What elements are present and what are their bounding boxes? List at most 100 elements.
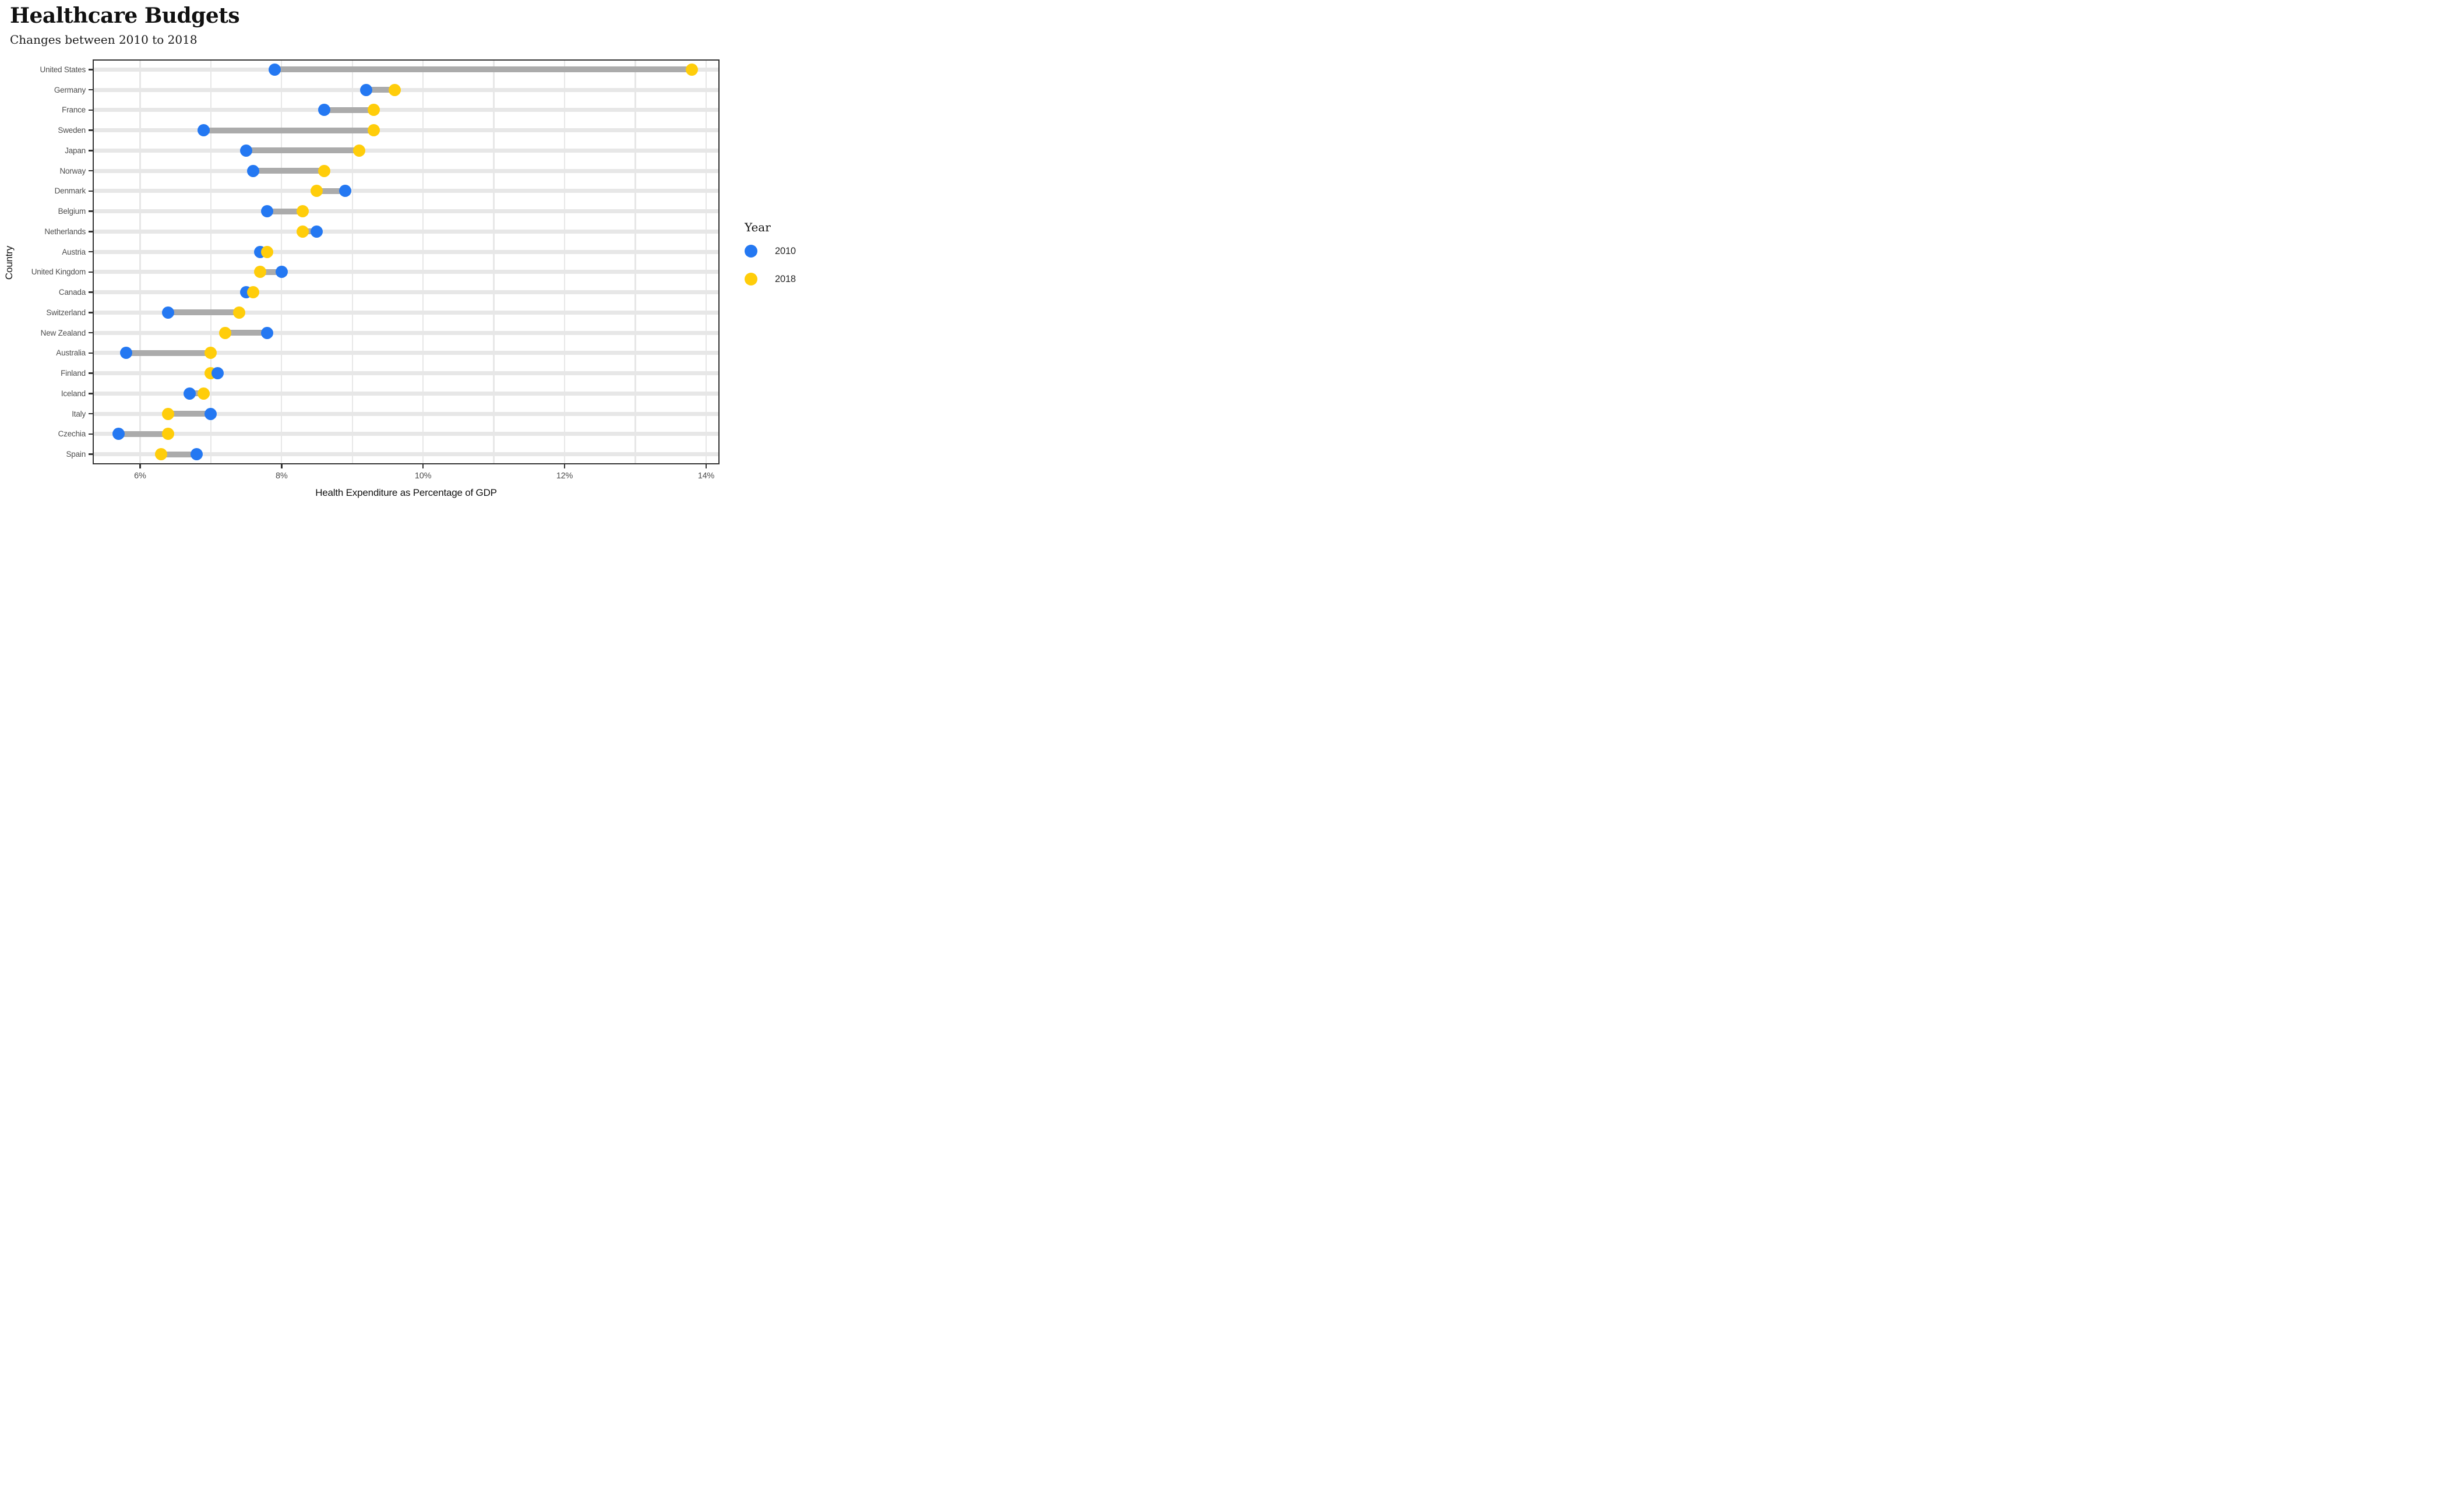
change-bar-czechia	[118, 431, 168, 437]
row-gridline-finland	[94, 371, 718, 376]
y-axis-label-spain: Spain	[66, 450, 86, 459]
dot-2010-united-states	[268, 63, 281, 76]
y-axis-label-new-zealand: New Zealand	[40, 328, 86, 337]
row-gridline-norway	[94, 168, 718, 173]
legend-item-2010: 2010	[745, 245, 816, 258]
row-gridline-switzerland	[94, 310, 718, 315]
change-bar-sweden	[203, 127, 374, 133]
plot-panel	[93, 59, 720, 464]
gridline-x-8	[281, 61, 283, 463]
y-tick-belgium	[89, 210, 93, 212]
y-axis-label-france: France	[62, 105, 86, 115]
dot-2010-norway	[247, 164, 260, 177]
legend-dot-2010-icon	[745, 245, 757, 258]
dot-2018-czechia	[162, 428, 175, 440]
legend: Year 2010 2018	[745, 220, 816, 301]
dumbbell-chart-figure: Healthcare Budgets Changes between 2010 …	[0, 0, 816, 504]
y-tick-norway	[89, 170, 93, 172]
legend-label-2018: 2018	[775, 273, 796, 284]
change-bar-new-zealand	[225, 330, 267, 336]
y-tick-czechia	[89, 433, 93, 435]
y-tick-united-states	[89, 69, 93, 71]
change-bar-united-states	[274, 66, 692, 73]
y-tick-australia	[89, 352, 93, 354]
dot-2018-united-kingdom	[254, 266, 267, 279]
dot-2018-australia	[204, 347, 217, 360]
dot-2010-denmark	[339, 185, 352, 198]
legend-title: Year	[745, 220, 771, 234]
row-gridline-germany	[94, 87, 718, 92]
change-bar-france	[324, 107, 374, 113]
y-axis-label-united-kingdom: United Kingdom	[31, 267, 86, 277]
row-gridline-netherlands	[94, 229, 718, 234]
y-axis-label-netherlands: Netherlands	[44, 227, 86, 236]
dot-2018-canada	[247, 286, 260, 299]
row-gridline-belgium	[94, 209, 718, 214]
row-gridline-czechia	[94, 432, 718, 436]
dot-2010-netherlands	[311, 225, 323, 238]
change-bar-spain	[161, 451, 197, 457]
change-bar-switzerland	[168, 309, 239, 316]
row-gridline-italy	[94, 411, 718, 416]
chart-title: Healthcare Budgets	[10, 3, 240, 28]
row-gridline-france	[94, 108, 718, 112]
row-gridline-denmark	[94, 189, 718, 193]
change-bar-australia	[126, 350, 211, 356]
legend-item-2018: 2018	[745, 273, 816, 286]
change-bar-belgium	[267, 208, 303, 214]
gridline-x-12	[563, 61, 566, 463]
dot-2010-germany	[360, 83, 373, 96]
dot-2018-switzerland	[232, 306, 245, 319]
dot-2010-spain	[191, 448, 203, 461]
gridline-x-14	[705, 61, 707, 463]
dot-2010-france	[318, 104, 330, 117]
x-axis-label-14: 14%	[697, 471, 715, 481]
x-axis-label-12: 12%	[556, 471, 573, 481]
y-tick-germany	[89, 89, 93, 91]
dot-2018-denmark	[311, 185, 323, 198]
dot-2018-germany	[389, 83, 401, 96]
y-axis-label-germany: Germany	[54, 85, 86, 94]
x-tick-14	[705, 464, 707, 468]
dot-2018-iceland	[198, 387, 210, 400]
y-axis-label-australia: Australia	[56, 348, 86, 358]
dot-2010-switzerland	[162, 306, 175, 319]
dot-2010-czechia	[112, 428, 125, 440]
x-axis-label-8: 8%	[275, 471, 288, 481]
gridline-x-11	[493, 61, 495, 463]
dot-2018-norway	[318, 164, 330, 177]
row-gridline-canada	[94, 290, 718, 295]
dot-2018-austria	[261, 245, 274, 258]
legend-dot-2018-icon	[745, 273, 757, 286]
y-tick-new-zealand	[89, 332, 93, 334]
dot-2010-belgium	[261, 205, 274, 218]
y-axis-label-belgium: Belgium	[58, 207, 86, 216]
y-tick-sweden	[89, 129, 93, 131]
legend-label-2010: 2010	[775, 245, 796, 256]
y-tick-switzerland	[89, 312, 93, 313]
x-tick-12	[563, 464, 566, 468]
y-axis-label-italy: Italy	[72, 409, 86, 418]
dot-2010-iceland	[183, 387, 196, 400]
dot-2010-italy	[204, 407, 217, 420]
x-tick-8	[280, 464, 283, 468]
y-tick-austria	[89, 251, 93, 253]
row-gridline-united-kingdom	[94, 270, 718, 274]
dot-2018-italy	[162, 407, 175, 420]
dot-2018-japan	[353, 144, 366, 157]
y-axis-label-united-states: United States	[40, 65, 86, 74]
dot-2018-netherlands	[297, 225, 309, 238]
gridline-x-6	[139, 61, 141, 463]
dot-2018-spain	[155, 448, 168, 461]
change-bar-norway	[253, 168, 325, 174]
row-gridline-japan	[94, 148, 718, 153]
x-axis-title: Health Expenditure as Percentage of GDP	[315, 487, 497, 498]
y-tick-japan	[89, 150, 93, 151]
change-bar-iceland	[189, 390, 204, 397]
change-bar-netherlands	[302, 228, 317, 235]
chart-subtitle: Changes between 2010 to 2018	[10, 33, 198, 47]
change-bar-italy	[168, 411, 211, 417]
y-axis-label-canada: Canada	[58, 288, 86, 297]
y-axis-label-denmark: Denmark	[54, 186, 86, 196]
y-tick-canada	[89, 291, 93, 293]
